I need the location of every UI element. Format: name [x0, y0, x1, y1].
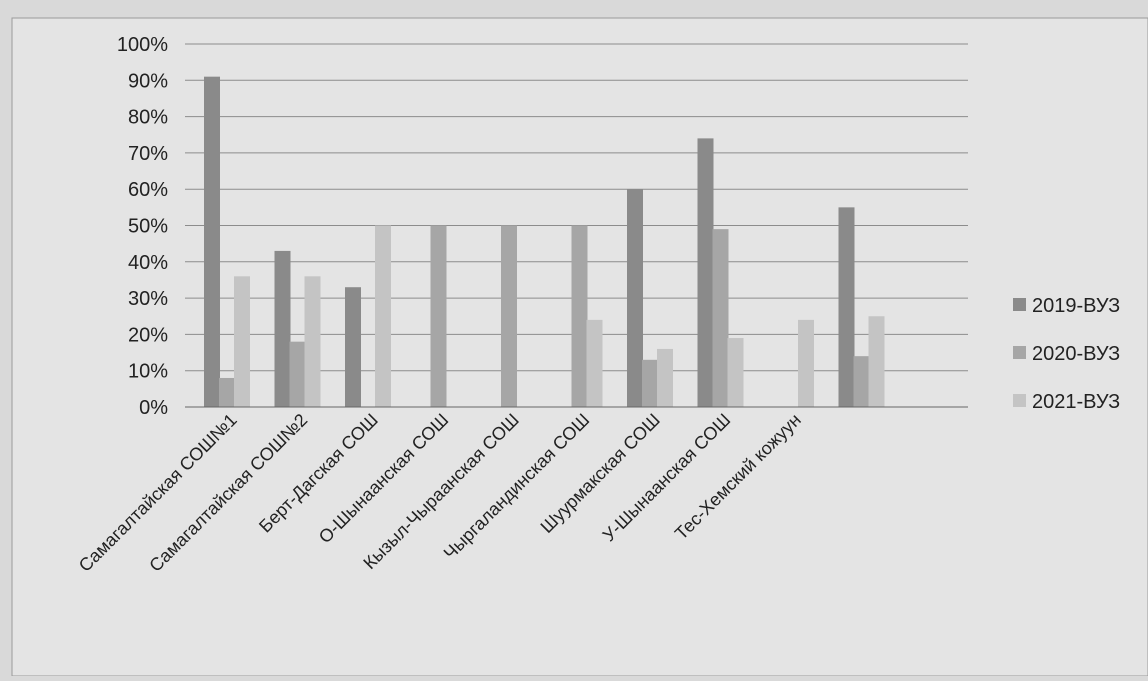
bar — [345, 287, 361, 407]
legend-label: 2020-ВУЗ — [1032, 343, 1120, 365]
bar — [868, 316, 885, 407]
legend: 2019-ВУЗ 2020-ВУЗ 2021-ВУЗ — [1013, 295, 1120, 413]
legend-swatch — [1013, 394, 1026, 407]
y-tick-label: 40% — [128, 252, 168, 274]
bar — [853, 356, 870, 407]
legend-label: 2021-ВУЗ — [1032, 391, 1120, 413]
y-tick-label: 100% — [117, 34, 168, 56]
y-tick-label: 60% — [128, 179, 168, 201]
legend-label: 2019-ВУЗ — [1032, 295, 1120, 317]
bars — [204, 76, 885, 408]
bar — [798, 319, 814, 407]
y-tick-label: 70% — [128, 143, 168, 165]
bar — [697, 138, 714, 407]
bar — [838, 207, 855, 407]
bar — [430, 225, 447, 407]
y-axis-ticks: 0% 10% 20% 30% 40% 50% 60% 70% 80% 90% 100% — [117, 34, 168, 419]
bar — [712, 229, 729, 407]
bar — [501, 225, 517, 407]
y-tick-label: 30% — [128, 288, 168, 310]
y-tick-label: 0% — [139, 397, 168, 419]
y-tick-label: 20% — [128, 324, 168, 346]
y-tick-label: 90% — [128, 70, 168, 92]
bar — [274, 250, 291, 407]
y-tick-label: 50% — [128, 216, 168, 238]
bar — [375, 225, 391, 407]
bar — [204, 76, 220, 408]
bar — [234, 276, 250, 407]
bar — [642, 359, 658, 407]
y-tick-label: 80% — [128, 107, 168, 129]
bar — [657, 348, 673, 407]
legend-swatch — [1013, 298, 1026, 311]
bar — [571, 225, 588, 407]
bar — [219, 377, 235, 407]
bar — [289, 341, 306, 407]
bar — [304, 276, 321, 407]
bar — [627, 189, 643, 407]
bar — [727, 338, 744, 407]
legend-swatch — [1013, 346, 1026, 359]
y-tick-label: 10% — [128, 361, 168, 383]
bar — [586, 319, 603, 407]
